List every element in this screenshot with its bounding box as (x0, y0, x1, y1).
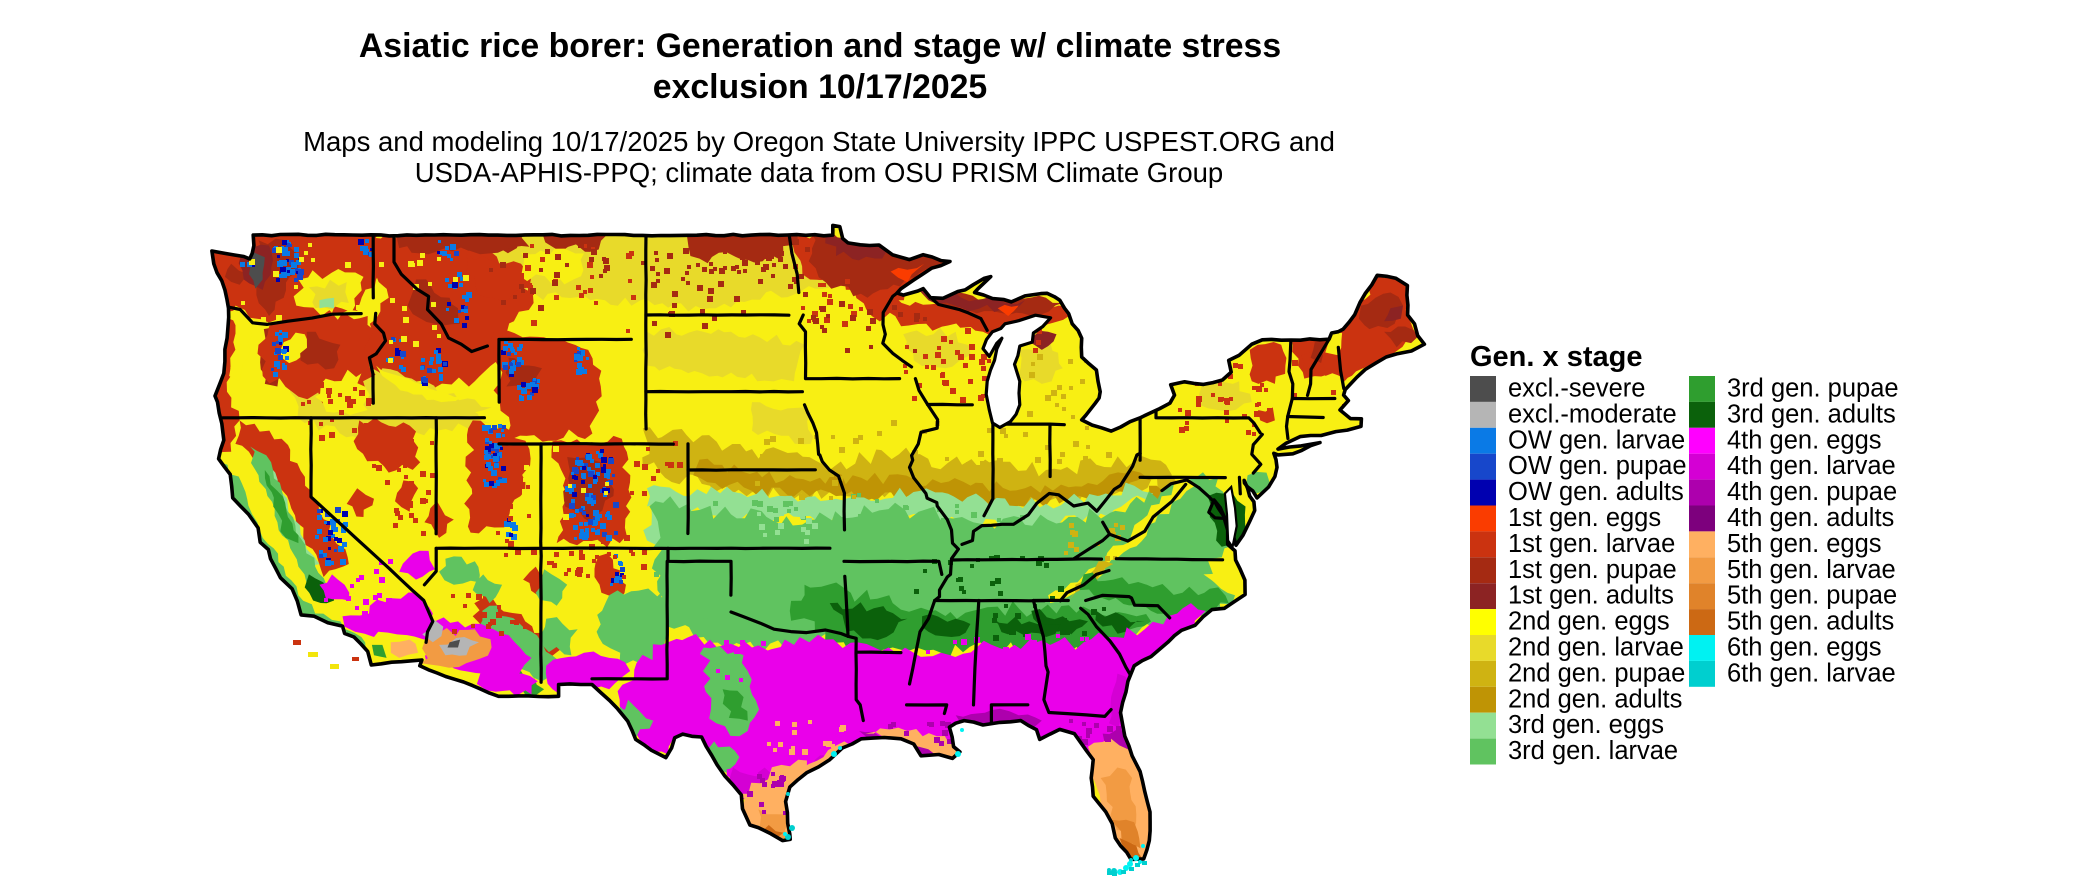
svg-text:6th gen. eggs: 6th gen. eggs (1727, 634, 1882, 662)
svg-text:USDA-APHIS-PPQ; climate data f: USDA-APHIS-PPQ; climate data from OSU PR… (415, 157, 1223, 188)
svg-text:3rd gen. eggs: 3rd gen. eggs (1508, 711, 1664, 739)
svg-text:excl.-severe: excl.-severe (1508, 375, 1645, 403)
svg-text:4th gen. eggs: 4th gen. eggs (1727, 426, 1882, 454)
svg-text:5th gen. pupae: 5th gen. pupae (1727, 582, 1897, 610)
svg-text:OW gen. larvae: OW gen. larvae (1508, 426, 1685, 454)
svg-text:excl.-moderate: excl.-moderate (1508, 400, 1677, 428)
svg-text:4th gen. larvae: 4th gen. larvae (1727, 452, 1896, 480)
svg-text:2nd gen. pupae: 2nd gen. pupae (1508, 659, 1685, 687)
svg-text:exclusion 10/17/2025: exclusion 10/17/2025 (653, 68, 987, 106)
svg-text:OW gen. adults: OW gen. adults (1508, 478, 1684, 506)
svg-text:1st gen. pupae: 1st gen. pupae (1508, 556, 1677, 584)
svg-text:3rd gen. pupae: 3rd gen. pupae (1727, 375, 1899, 403)
svg-text:2nd gen. larvae: 2nd gen. larvae (1508, 634, 1684, 662)
svg-text:Maps and modeling 10/17/2025 b: Maps and modeling 10/17/2025 by Oregon S… (303, 126, 1335, 157)
svg-text:Gen. x stage: Gen. x stage (1470, 341, 1642, 373)
svg-text:1st gen. eggs: 1st gen. eggs (1508, 504, 1661, 532)
svg-text:4th gen. adults: 4th gen. adults (1727, 504, 1894, 532)
svg-text:Asiatic rice borer: Generation: Asiatic rice borer: Generation and stage… (359, 27, 1281, 65)
svg-text:5th gen. eggs: 5th gen. eggs (1727, 530, 1882, 558)
svg-text:5th gen. larvae: 5th gen. larvae (1727, 556, 1896, 584)
svg-text:6th gen. larvae: 6th gen. larvae (1727, 659, 1896, 687)
svg-text:4th gen. pupae: 4th gen. pupae (1727, 478, 1897, 506)
svg-text:OW gen. pupae: OW gen. pupae (1508, 452, 1687, 480)
svg-text:1st gen. larvae: 1st gen. larvae (1508, 530, 1675, 558)
svg-text:1st gen. adults: 1st gen. adults (1508, 582, 1674, 610)
svg-text:5th gen. adults: 5th gen. adults (1727, 608, 1894, 636)
svg-text:2nd gen. adults: 2nd gen. adults (1508, 685, 1682, 713)
svg-text:3rd gen. adults: 3rd gen. adults (1727, 400, 1896, 428)
svg-text:2nd gen. eggs: 2nd gen. eggs (1508, 608, 1670, 636)
svg-text:3rd gen. larvae: 3rd gen. larvae (1508, 737, 1678, 765)
